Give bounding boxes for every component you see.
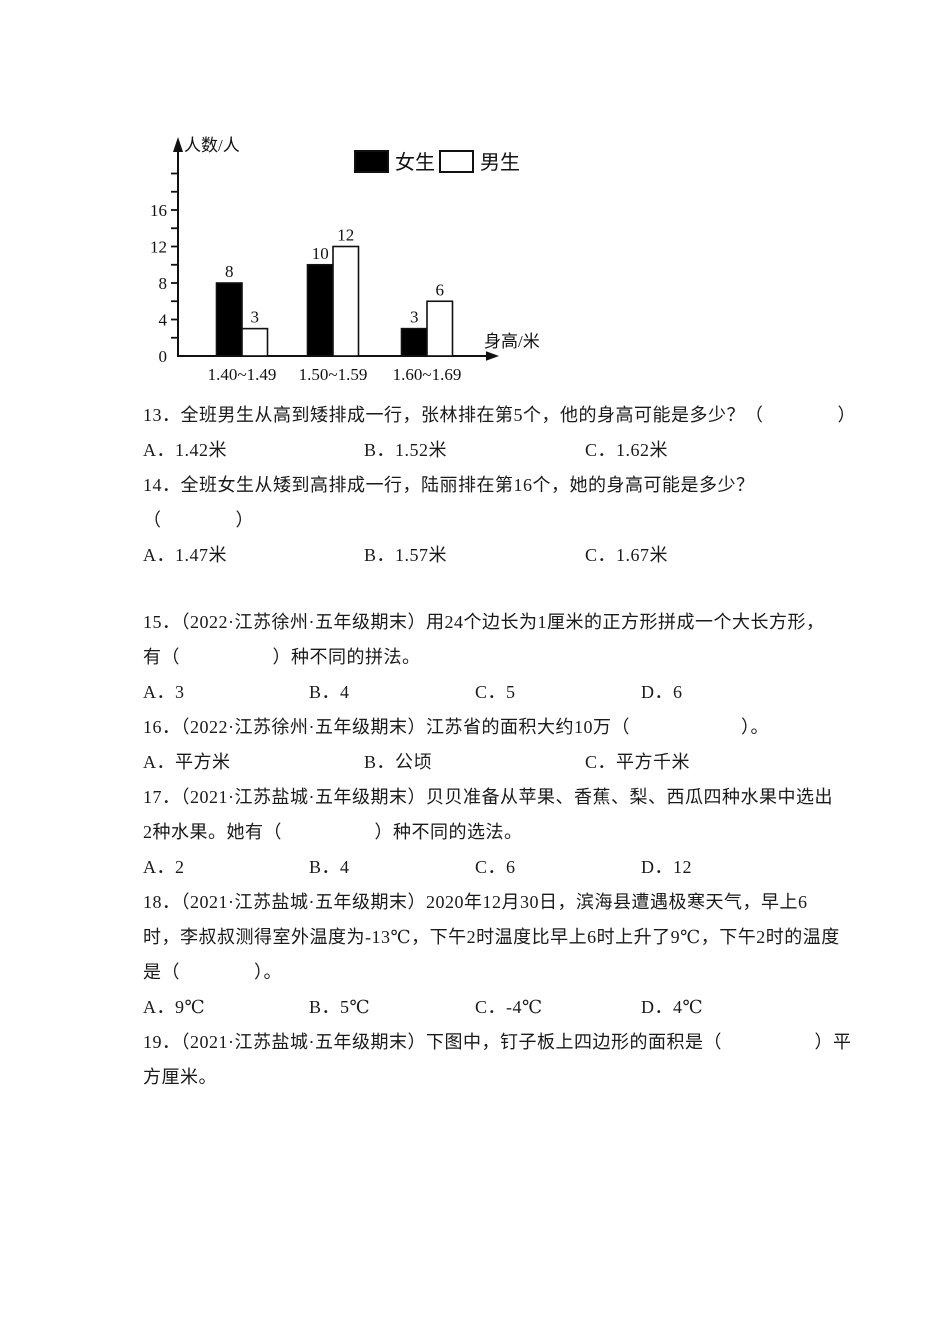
question-13: 13．全班男生从高到矮排成一行，张林排在第5个，他的身高可能是多少？（ ） A．1… xyxy=(143,398,856,468)
question-18-option-A: A．9℃ xyxy=(143,997,206,1017)
question-15-text-line: 15．（2022·江苏徐州·五年级期末）用24个边长为1厘米的正方形拼成一个大长… xyxy=(143,612,825,632)
x-category-label: 1.60~1.69 xyxy=(393,365,462,384)
y-tick-label: 0 xyxy=(159,347,168,366)
question-18-options-row: A．9℃ B．5℃ C．-4℃ D．4℃ xyxy=(143,990,853,1025)
question-16-text-line: 16．（2022·江苏徐州·五年级期末）江苏省的面积大约10万（ ）。 xyxy=(143,717,769,737)
bar-value-label: 10 xyxy=(312,244,329,263)
question-14-option-C: C．1.67米 xyxy=(585,545,669,565)
legend-swatch-男生 xyxy=(439,150,474,173)
question-list: 13．全班男生从高到矮排成一行，张林排在第5个，他的身高可能是多少？（ ） A．1… xyxy=(143,398,856,1095)
question-15-option-C: C．5 xyxy=(475,682,516,702)
bar-男生-1.40~1.49 xyxy=(241,327,269,357)
legend-label-女生: 女生 xyxy=(395,151,435,174)
question-15-option-D: D．6 xyxy=(641,682,683,702)
question-15-option-B: B．4 xyxy=(309,682,350,702)
question-14-text-line: 14．全班女生从矮到高排成一行，陆丽排在第16个，她的身高可能是多少？ xyxy=(143,475,755,495)
question-17-options-row: A．2 B．4 C．6 D．12 xyxy=(143,850,853,885)
question-18-option-B: B．5℃ xyxy=(309,997,371,1017)
question-16: 16．（2022·江苏徐州·五年级期末）江苏省的面积大约10万（ ）。 A．平方米… xyxy=(143,710,853,780)
question-14-text-line: （ ） xyxy=(143,510,254,530)
question-13-option-C: C．1.62米 xyxy=(585,440,669,460)
question-18-option-C: C．-4℃ xyxy=(475,997,543,1017)
question-17-text-line: 17．（2021·江苏盐城·五年级期末）贝贝准备从苹果、香蕉、梨、西瓜四种水果中… xyxy=(143,787,833,807)
question-14-options-row: A．1.47米 B．1.57米 C．1.67米 xyxy=(143,538,853,573)
bar-女生-1.60~1.69 xyxy=(400,327,428,357)
bar-男生-1.60~1.69 xyxy=(426,300,454,357)
question-16-option-C: C．平方千米 xyxy=(585,752,691,772)
y-axis-title: 人数/人 xyxy=(184,136,240,155)
question-18-option-D: D．4℃ xyxy=(641,997,704,1017)
x-category-label: 1.50~1.59 xyxy=(299,365,368,384)
bar-value-label: 3 xyxy=(251,308,260,327)
question-15-option-A: A．3 xyxy=(143,682,185,702)
question-19-text-line: 方厘米。 xyxy=(143,1067,217,1087)
legend-swatch-女生 xyxy=(354,150,389,173)
question-16-option-A: A．平方米 xyxy=(143,752,231,772)
question-15-text-line: 有（ ）种不同的拼法。 xyxy=(143,647,421,667)
question-19: 19．（2021·江苏盐城·五年级期末）下图中，钉子板上四边形的面积是（ ）平方… xyxy=(143,1025,853,1095)
question-17: 17．（2021·江苏盐城·五年级期末）贝贝准备从苹果、香蕉、梨、西瓜四种水果中… xyxy=(143,780,853,885)
question-17-option-D: D．12 xyxy=(641,857,692,877)
bar-value-label: 3 xyxy=(410,308,419,327)
question-14-option-B: B．1.57米 xyxy=(364,545,448,565)
height-bar-chart: 0 4 8 12 16 8 10 3 3 12 6 1.40~1.49 1.50~1.59 1.60~1.… xyxy=(148,126,578,392)
question-19-text-line: 19．（2021·江苏盐城·五年级期末）下图中，钉子板上四边形的面积是（ ）平 xyxy=(143,1032,852,1052)
question-14-option-A: A．1.47米 xyxy=(143,545,227,565)
bar-value-label: 8 xyxy=(225,262,234,281)
question-16-option-B: B．公顷 xyxy=(364,752,433,772)
question-13-option-A: A．1.42米 xyxy=(143,440,227,460)
bar-value-label: 12 xyxy=(337,226,354,245)
question-18-text-line: 时，李叔叔测得室外温度为-13℃，下午2时温度比早上6时上升了9℃，下午2时的温… xyxy=(143,927,840,947)
question-17-option-C: C．6 xyxy=(475,857,516,877)
x-axis-title: 身高/米 xyxy=(484,332,540,351)
bar-男生-1.50~1.59 xyxy=(332,245,360,357)
question-15-options-row: A．3 B．4 C．5 D．6 xyxy=(143,675,853,710)
question-17-text-line: 2种水果。她有（ ）种不同的选法。 xyxy=(143,822,523,842)
legend-label-男生: 男生 xyxy=(480,151,520,174)
question-18-text-line: 18．（2021·江苏盐城·五年级期末）2020年12月30日，滨海县遭遇极寒天… xyxy=(143,892,808,912)
y-tick-label: 12 xyxy=(150,238,167,257)
height-bar-chart-svg: 0 4 8 12 16 8 10 3 3 12 6 1.40~1.49 1.50~1.59 1.60~1.… xyxy=(150,136,540,384)
y-tick-label: 16 xyxy=(150,201,167,220)
x-category-label: 1.40~1.49 xyxy=(208,365,277,384)
x-axis-arrow-icon xyxy=(486,351,499,361)
question-13-text-line: 13．全班男生从高到矮排成一行，张林排在第5个，他的身高可能是多少？（ ） xyxy=(143,405,856,425)
y-tick-label: 4 xyxy=(159,311,168,330)
y-tick-label: 8 xyxy=(159,274,168,293)
bar-女生-1.40~1.49 xyxy=(215,282,243,357)
question-17-option-A: A．2 xyxy=(143,857,185,877)
question-14: 14．全班女生从矮到高排成一行，陆丽排在第16个，她的身高可能是多少？ （ ） A．… xyxy=(143,468,853,573)
question-17-option-B: B．4 xyxy=(309,857,350,877)
y-axis-arrow-icon xyxy=(173,137,183,152)
question-13-option-B: B．1.52米 xyxy=(364,440,448,460)
question-15: 15．（2022·江苏徐州·五年级期末）用24个边长为1厘米的正方形拼成一个大长… xyxy=(143,605,853,710)
question-13-options-row: A．1.42米 B．1.52米 C．1.62米 xyxy=(143,433,853,468)
bar-女生-1.50~1.59 xyxy=(306,263,334,357)
question-18: 18．（2021·江苏盐城·五年级期末）2020年12月30日，滨海县遭遇极寒天… xyxy=(143,885,853,1025)
bar-value-label: 6 xyxy=(436,280,445,299)
question-16-options-row: A．平方米 B．公顷 C．平方千米 xyxy=(143,745,853,780)
question-18-text-line: 是（ ）。 xyxy=(143,962,282,982)
